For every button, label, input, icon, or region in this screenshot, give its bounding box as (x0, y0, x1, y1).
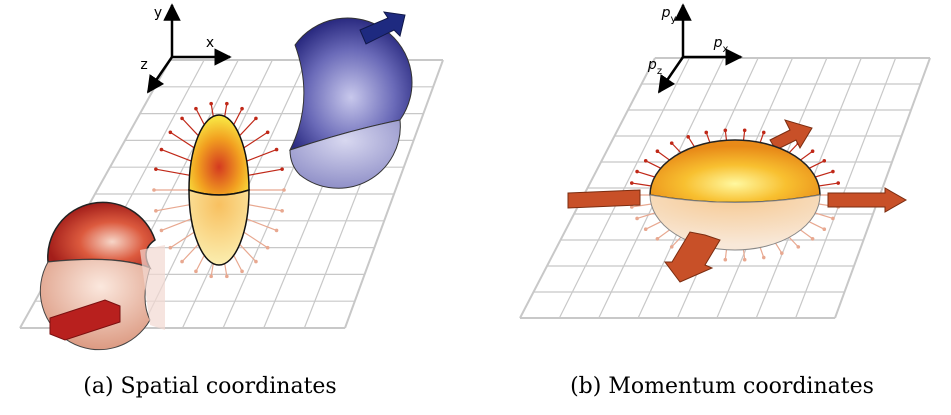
ray-head (160, 229, 164, 233)
ray-head (796, 245, 800, 249)
ray-head (811, 237, 815, 241)
ray-head (169, 131, 173, 135)
axis-label: pz (647, 57, 662, 77)
ray-head (160, 148, 164, 152)
ray-head (169, 246, 173, 250)
ray-head (194, 270, 198, 274)
ray-head (240, 270, 244, 274)
ray-head (762, 256, 766, 260)
ray-head (822, 159, 826, 163)
axis-label-sub: x (722, 44, 728, 55)
ray-head (811, 149, 815, 153)
axis-label-main: y (154, 5, 162, 21)
ray-head (743, 128, 747, 132)
axis-label: z (140, 57, 147, 73)
page: yxzpypxpz (a) Spatial coordinates (b) Mo… (0, 0, 951, 415)
axis-label: py (661, 5, 677, 25)
ray-head (254, 260, 258, 264)
ray-head (670, 245, 674, 249)
ray-head (670, 141, 674, 145)
figure: yxzpypxpz (a) Spatial coordinates (b) Mo… (0, 0, 951, 415)
ellipsoid-bottom (650, 195, 820, 250)
block-arrow (770, 120, 812, 150)
ray-head (180, 117, 184, 121)
ray-head (275, 148, 279, 152)
ray-head (724, 258, 728, 262)
ray-head (644, 227, 648, 231)
axis-label-sub: y (670, 14, 676, 25)
ray-head (154, 167, 158, 171)
caption: (a) Spatial coordinates (83, 374, 336, 399)
axis-label-main: p (647, 57, 657, 73)
ray-head (240, 107, 244, 111)
ellipsoid-top (650, 140, 820, 203)
ray-head (194, 107, 198, 111)
ray-head (225, 102, 229, 106)
sphere-red-top (48, 202, 155, 268)
ray-head (275, 229, 279, 233)
axis-label: y (154, 5, 162, 21)
ray-head (630, 181, 634, 185)
ray-head (180, 260, 184, 264)
ray-head (822, 227, 826, 231)
ray-head (704, 131, 708, 135)
ray-head (724, 128, 728, 132)
ray-head (686, 135, 690, 139)
ray-head (282, 188, 286, 192)
axis-label-main: p (661, 5, 671, 21)
ray-head (225, 275, 229, 279)
ray-head (209, 102, 213, 106)
axis-arrow (659, 57, 683, 92)
axis-label: x (206, 35, 214, 51)
ray-head (152, 188, 156, 192)
ray-head (154, 209, 158, 213)
ray-head (266, 131, 270, 135)
ray-head (644, 159, 648, 163)
ray-head (635, 170, 639, 174)
ray-head (266, 246, 270, 250)
ray-head (254, 117, 258, 121)
axis-label-main: z (140, 57, 147, 73)
ray-head (635, 217, 639, 221)
ray-head (762, 131, 766, 135)
ray-head (831, 170, 835, 174)
ray-head (831, 217, 835, 221)
caption: (b) Momentum coordinates (570, 374, 874, 399)
ray-head (280, 209, 284, 213)
block-arrow (568, 190, 640, 208)
ray-head (836, 181, 840, 185)
axis-label-main: x (206, 35, 214, 51)
ray-head (280, 167, 284, 171)
ray-head (656, 149, 660, 153)
ellipsoid-bottom (189, 190, 249, 265)
axis-label: px (713, 35, 729, 55)
axis-label-main: p (713, 35, 723, 51)
block-arrow (828, 188, 906, 212)
ray-head (743, 258, 747, 262)
ray-head (209, 275, 213, 279)
axis-label-sub: z (657, 66, 662, 77)
ray-head (656, 237, 660, 241)
ray-head (780, 251, 784, 255)
